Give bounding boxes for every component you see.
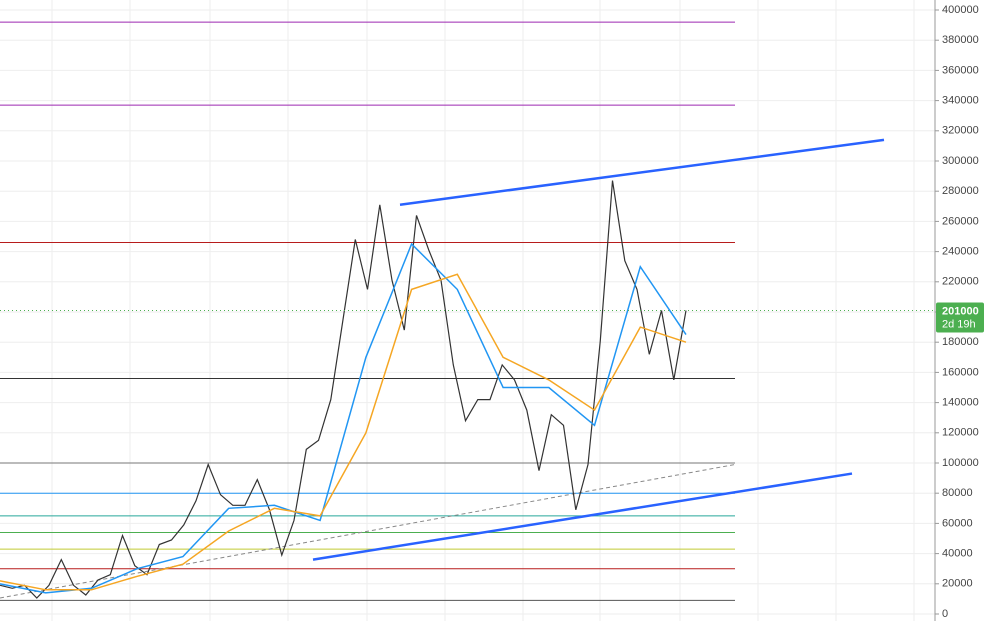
series-line bbox=[0, 273, 687, 591]
y-tick-label: 240000 bbox=[942, 246, 979, 258]
series-line bbox=[0, 180, 687, 599]
last-price-box bbox=[936, 302, 984, 333]
last-price-label: 201000 bbox=[942, 305, 979, 317]
y-tick-label: 400000 bbox=[942, 4, 979, 16]
y-tick-label: 260000 bbox=[942, 215, 979, 227]
trend-line bbox=[0, 464, 736, 599]
y-tick-label: 140000 bbox=[942, 397, 979, 409]
y-tick-label: 20000 bbox=[942, 578, 973, 590]
y-tick-label: 300000 bbox=[942, 155, 979, 167]
y-tick-label: 220000 bbox=[942, 276, 979, 288]
y-tick-label: 340000 bbox=[942, 95, 979, 107]
y-tick-label: 320000 bbox=[942, 125, 979, 137]
trend-line bbox=[399, 138, 885, 207]
series-line bbox=[0, 242, 687, 594]
countdown-label: 2d 19h bbox=[942, 318, 976, 330]
y-tick-label: 380000 bbox=[942, 34, 979, 46]
y-tick-label: 0 bbox=[942, 608, 948, 620]
y-tick-label: 160000 bbox=[942, 366, 979, 378]
y-tick-label: 120000 bbox=[942, 427, 979, 439]
y-tick-label: 280000 bbox=[942, 185, 979, 197]
y-tick-label: 100000 bbox=[942, 457, 979, 469]
y-tick-label: 180000 bbox=[942, 336, 979, 348]
y-tick-label: 60000 bbox=[942, 517, 973, 529]
y-tick-label: 80000 bbox=[942, 487, 973, 499]
trend-line bbox=[312, 472, 853, 561]
y-tick-label: 360000 bbox=[942, 64, 979, 76]
y-tick-label: 40000 bbox=[942, 548, 973, 560]
